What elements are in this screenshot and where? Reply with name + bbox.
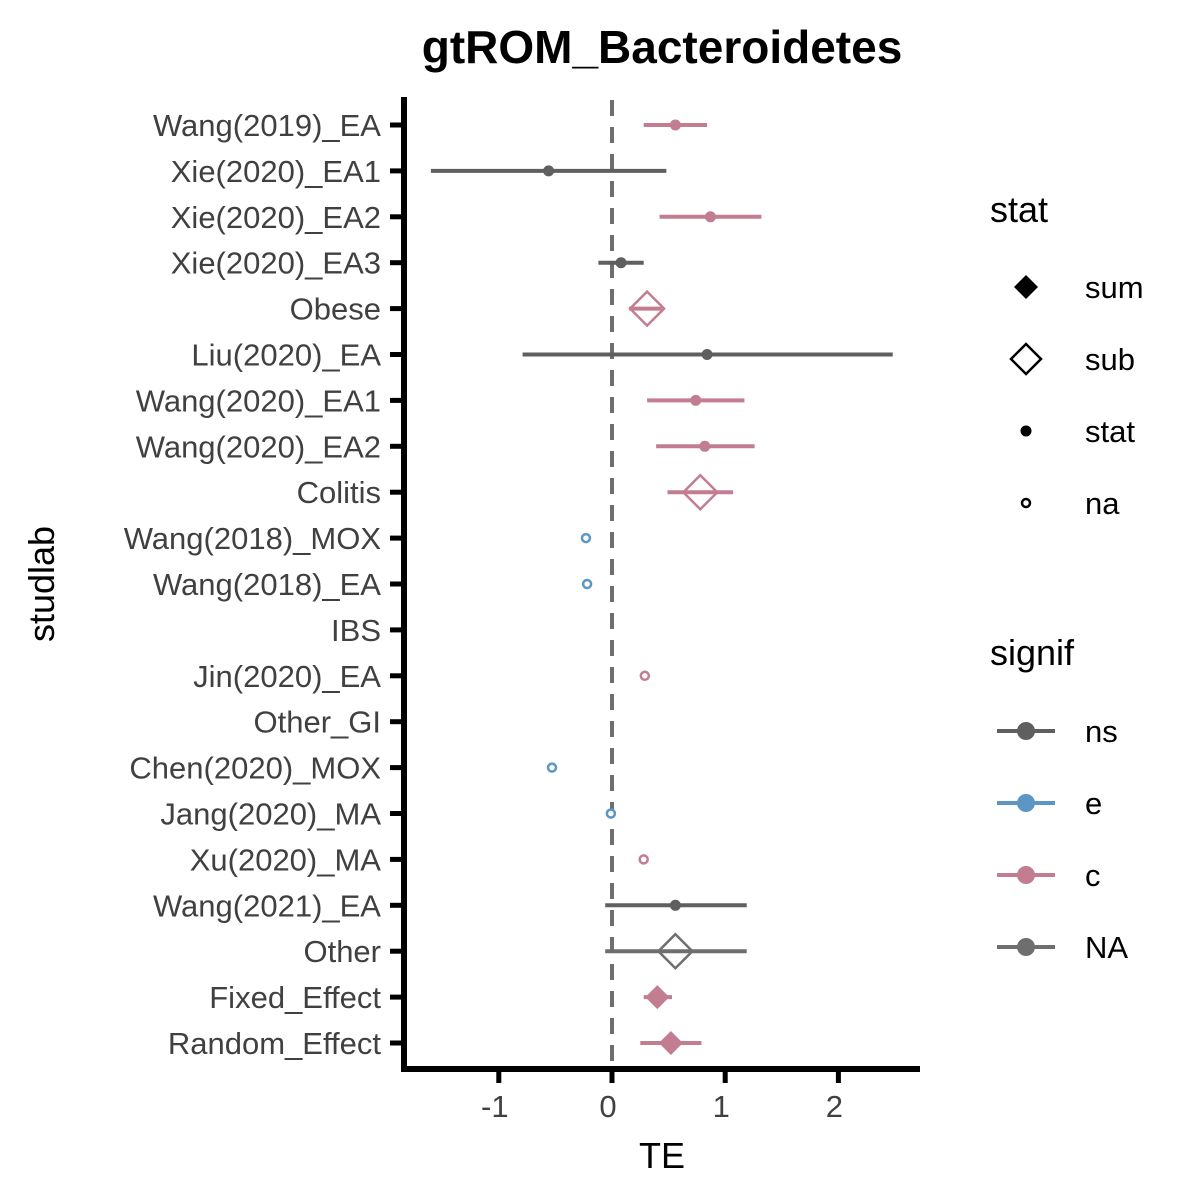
chart-title: gtROM_Bacteroidetes: [422, 21, 903, 73]
study-row-mark: [522, 349, 893, 360]
study-label: Xie(2020)_EA1: [171, 154, 381, 189]
study-label: Other: [303, 934, 381, 969]
study-label: Wang(2018)_MOX: [124, 521, 382, 556]
subgroup-diamond: [656, 932, 695, 970]
study-label: Wang(2019)_EA: [153, 108, 381, 143]
study-row-mark: [647, 394, 745, 406]
study-row-mark: [598, 257, 644, 269]
legend-key-point: [1017, 794, 1035, 812]
study-row-mark: [605, 808, 617, 819]
legend-label-stat: sum: [1085, 270, 1144, 305]
legend-key-point: [1017, 722, 1035, 740]
x-tick-label: -1: [481, 1089, 509, 1124]
estimate-point-na: [581, 578, 593, 590]
x-tick-label: 1: [713, 1089, 730, 1124]
legend-label-signif: NA: [1085, 930, 1128, 965]
study-label: Xu(2020)_MA: [190, 842, 382, 877]
study-row-mark: [638, 854, 649, 865]
estimate-point: [669, 899, 681, 911]
study-label: Obese: [290, 292, 381, 327]
legend-title-signif: signif: [990, 632, 1075, 673]
marks: [430, 119, 893, 1055]
study-row-mark: [546, 762, 558, 773]
study-row-mark: [659, 211, 762, 223]
study-label: Wang(2021)_EA: [153, 888, 381, 923]
x-axis: -1 0 1 2: [481, 1069, 843, 1124]
legends: stat sum sub stat na signif ns e c NA: [990, 189, 1144, 965]
legend-symbol-sum: [1014, 275, 1038, 299]
y-axis: Wang(2019)_EA Xie(2020)_EA1 Xie(2020)_EA2 X…: [124, 108, 404, 1061]
study-row-mark: [580, 532, 592, 544]
estimate-point: [615, 257, 627, 269]
study-label: Other_GI: [254, 705, 382, 740]
study-row-mark: [656, 440, 755, 452]
study-label: Fixed_Effect: [209, 980, 381, 1015]
estimate-point-na: [605, 808, 617, 819]
legend-label-stat: stat: [1085, 414, 1135, 449]
estimate-point-na: [580, 532, 592, 544]
legend-title-stat: stat: [990, 189, 1048, 230]
estimate-point: [704, 211, 716, 223]
legend-label-stat: sub: [1085, 342, 1135, 377]
legend-key-point: [1017, 866, 1035, 884]
study-label: Wang(2020)_EA2: [136, 429, 381, 464]
x-tick-label: 0: [599, 1089, 616, 1124]
study-row-mark: [639, 670, 651, 682]
study-label: Xie(2020)_EA2: [171, 200, 381, 235]
estimate-point: [701, 349, 713, 360]
study-row-mark: [643, 985, 672, 1010]
x-axis-title: TE: [639, 1135, 685, 1176]
legend-key-point: [1017, 938, 1035, 956]
study-label: Wang(2020)_EA1: [136, 383, 381, 418]
legend-label-signif: ns: [1085, 714, 1118, 749]
y-axis-title: studlab: [21, 526, 62, 642]
plot-area: [401, 97, 920, 1072]
study-row-mark: [628, 289, 666, 328]
study-label: Jin(2020)_EA: [193, 659, 381, 694]
subgroup-diamond: [681, 473, 720, 511]
legend-symbol-stat: [1020, 425, 1032, 437]
estimate-point-na: [639, 670, 651, 682]
study-label: IBS: [331, 613, 381, 648]
estimate-point-na: [546, 762, 558, 773]
study-label: Liu(2020)_EA: [191, 338, 381, 373]
study-row-mark: [667, 473, 734, 511]
study-label: Wang(2018)_EA: [153, 567, 381, 602]
study-label: Random_Effect: [168, 1026, 381, 1061]
study-row-mark: [643, 119, 708, 131]
legend-label-signif: e: [1085, 786, 1102, 821]
study-label: Xie(2020)_EA3: [171, 246, 381, 281]
study-row-mark: [605, 932, 747, 970]
estimate-point: [690, 394, 702, 406]
study-row-mark: [640, 1031, 702, 1055]
estimate-point: [669, 119, 681, 131]
summary-diamond: [645, 985, 670, 1010]
estimate-point: [699, 440, 711, 452]
estimate-point-na: [638, 854, 649, 865]
study-label: Colitis: [297, 475, 381, 510]
legend-symbol-sub: [1009, 342, 1043, 376]
study-row-mark: [581, 578, 593, 590]
subgroup-diamond: [628, 289, 666, 328]
estimate-point: [543, 165, 555, 177]
study-label: Jang(2020)_MA: [160, 797, 381, 832]
study-row-mark: [605, 899, 747, 911]
legend-symbol-na: [1020, 497, 1032, 509]
study-row-mark: [430, 165, 667, 177]
legend-label-stat: na: [1085, 486, 1120, 521]
summary-diamond: [658, 1031, 683, 1055]
legend-label-signif: c: [1085, 858, 1101, 893]
x-tick-label: 2: [826, 1089, 843, 1124]
study-label: Chen(2020)_MOX: [129, 751, 381, 786]
